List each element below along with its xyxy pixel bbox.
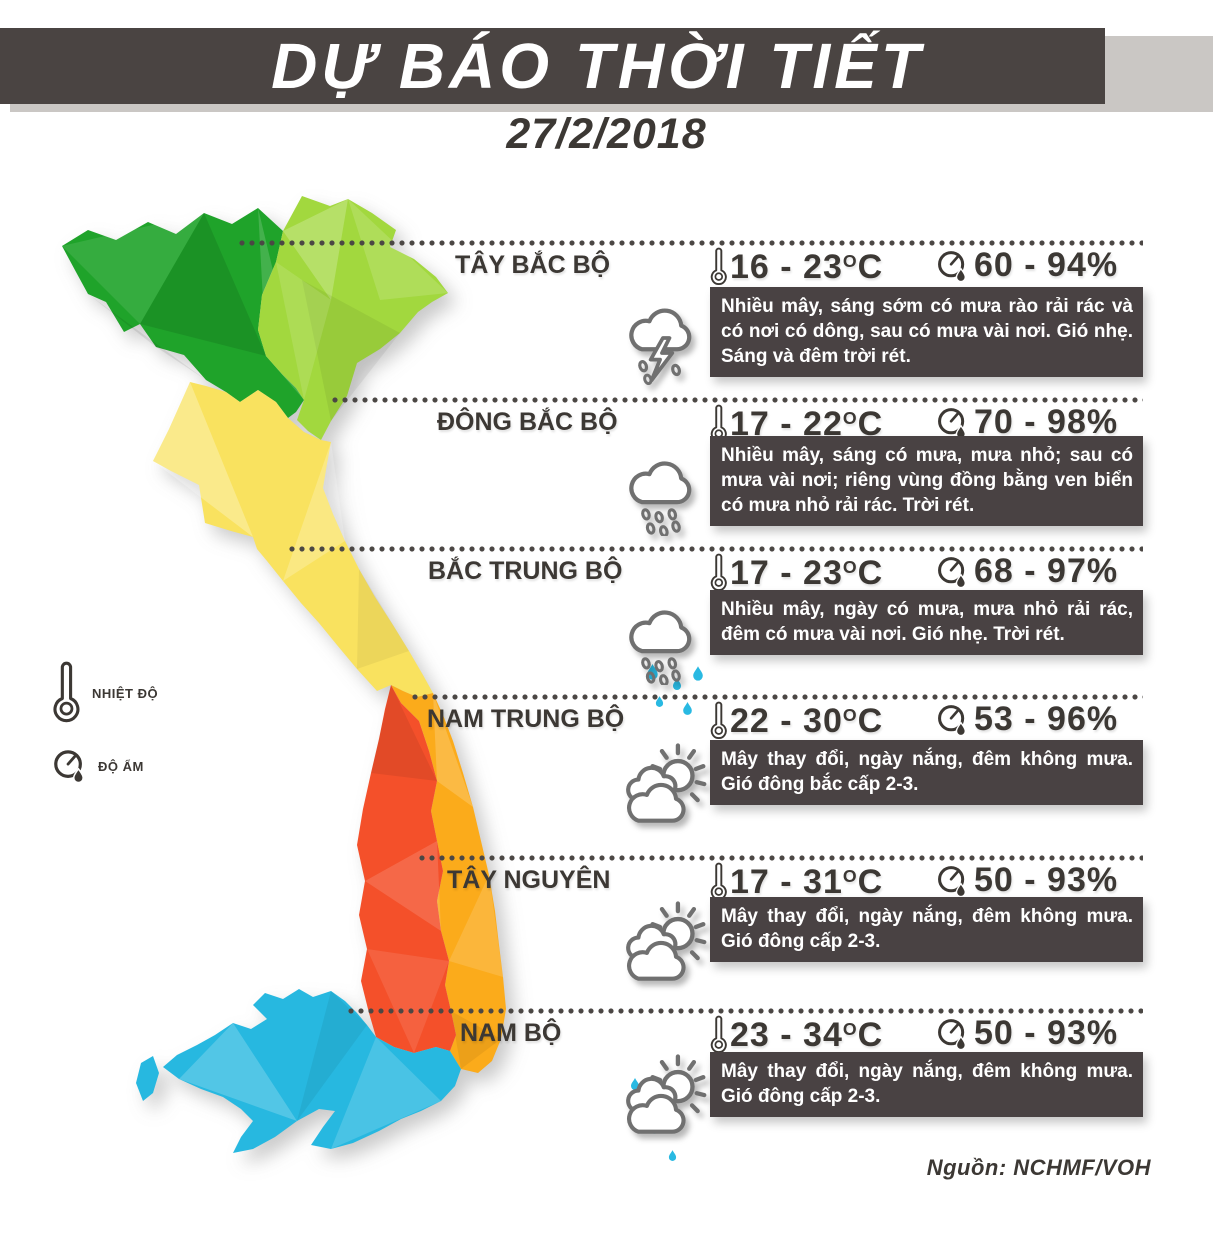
leader-dotted-line — [330, 397, 1143, 403]
region-name: ĐÔNG BẮC BỘ — [437, 408, 618, 436]
temperature-stat: 16 - 23OC — [710, 246, 883, 288]
rain-icon — [614, 439, 708, 539]
page-title: DỰ BÁO THỜI TIẾT — [271, 30, 924, 102]
humidity-gauge-icon — [936, 864, 968, 898]
forecast-description: Mây thay đổi, ngày nắng, đêm không mưa. … — [710, 897, 1143, 963]
partly-sunny-icon — [614, 1046, 708, 1146]
thermometer-icon — [710, 1014, 727, 1056]
humidity-value: 68 - 97% — [974, 552, 1119, 590]
forecast-row-tay-bac-bo: TÂY BẮC BỘ 16 - 23OC 60 - 94% Nhiều mây,… — [0, 240, 1213, 390]
thermometer-icon — [710, 700, 727, 742]
legend: NHIỆT ĐỘ ĐỘ ẨM — [52, 660, 252, 806]
rain-icon — [614, 588, 708, 688]
forecast-row-nam-bo: NAM BỘ 23 - 34OC 50 - 93% Mây thay đổi, … — [0, 1008, 1213, 1158]
legend-temperature-label: NHIỆT ĐỘ — [92, 685, 159, 701]
forecast-description: Nhiều mây, ngày có mưa, mưa nhỏ rải rác,… — [710, 590, 1143, 656]
leader-dotted-line — [410, 694, 1143, 700]
leader-dotted-line — [287, 546, 1143, 552]
thermometer-icon — [710, 246, 727, 288]
humidity-value: 53 - 96% — [974, 700, 1119, 738]
humidity-value: 70 - 98% — [974, 403, 1119, 441]
humidity-value: 60 - 94% — [974, 246, 1119, 284]
temperature-value: 16 - 23OC — [730, 247, 884, 286]
temperature-value: 22 - 30OC — [730, 701, 884, 740]
forecast-row-bac-trung-bo: BẮC TRUNG BỘ 17 - 23OC 68 - 97% Nhiều mâ… — [0, 546, 1213, 696]
title-banner: DỰ BÁO THỜI TIẾT — [0, 28, 1105, 104]
forecast-description: Nhiều mây, sáng có mưa, mưa nhỏ; sau có … — [710, 436, 1143, 527]
region-stats: 17 - 23OC 68 - 97% — [710, 552, 1155, 594]
region-stats: 22 - 30OC 53 - 96% — [710, 700, 1155, 742]
source-credit: Nguồn: NCHMF/VOH — [926, 1155, 1151, 1180]
humidity-gauge-icon — [936, 1017, 968, 1051]
temperature-stat: 17 - 31OC — [710, 861, 883, 903]
region-name: TÂY BẮC BỘ — [455, 251, 611, 279]
forecast-row-nam-trung-bo: NAM TRUNG BỘ 22 - 30OC 53 - 96% Mây thay… — [0, 694, 1213, 844]
map-region-nam-bo — [136, 989, 461, 1153]
leader-dotted-line — [237, 240, 1143, 246]
forecast-row-tay-nguyen: TÂY NGUYÊN 17 - 31OC 50 - 93% Mây thay đ… — [0, 855, 1213, 1005]
forecast-description: Mây thay đổi, ngày nắng, đêm không mưa. … — [710, 740, 1143, 806]
humidity-gauge-icon — [936, 555, 968, 589]
region-name: BẮC TRUNG BỘ — [428, 557, 623, 585]
forecast-row-dong-bac-bo: ĐÔNG BẮC BỘ 17 - 22OC 70 - 98% Nhiều mây… — [0, 397, 1213, 547]
temperature-stat: 23 - 34OC — [710, 1014, 883, 1056]
humidity-stat: 50 - 93% — [936, 1014, 1118, 1053]
humidity-gauge-icon — [936, 406, 968, 440]
humidity-gauge-icon — [936, 249, 968, 283]
temperature-stat: 22 - 30OC — [710, 700, 883, 742]
humidity-value: 50 - 93% — [974, 1014, 1119, 1052]
region-name: NAM BỘ — [460, 1019, 562, 1047]
leader-dotted-line — [346, 1008, 1143, 1014]
humidity-stat: 60 - 94% — [936, 246, 1118, 285]
region-stats: 16 - 23OC 60 - 94% — [710, 246, 1155, 288]
leader-dotted-line — [417, 855, 1143, 861]
map-region-dong-bac-bo — [258, 196, 448, 440]
forecast-date: 27/2/2018 — [506, 110, 707, 158]
thunderstorm-icon — [614, 288, 708, 388]
temperature-value: 17 - 23OC — [730, 553, 884, 592]
partly-sunny-icon — [614, 735, 708, 835]
temperature-value: 17 - 31OC — [730, 862, 884, 901]
legend-humidity-label: ĐỘ ẨM — [98, 758, 144, 774]
humidity-gauge-icon — [936, 703, 968, 737]
thermometer-icon — [710, 552, 727, 594]
humidity-stat: 53 - 96% — [936, 700, 1118, 739]
region-stats: 17 - 31OC 50 - 93% — [710, 861, 1155, 903]
humidity-stat: 70 - 98% — [936, 403, 1118, 442]
map-island — [136, 1056, 159, 1101]
region-stats: 23 - 34OC 50 - 93% — [710, 1014, 1155, 1056]
humidity-stat: 68 - 97% — [936, 552, 1118, 591]
region-name: TÂY NGUYÊN — [447, 866, 611, 894]
humidity-value: 50 - 93% — [974, 861, 1119, 899]
temperature-stat: 17 - 23OC — [710, 552, 883, 594]
forecast-description: Nhiều mây, sáng sớm có mưa rào rải rác v… — [710, 287, 1143, 378]
partly-sunny-icon — [614, 893, 708, 993]
map-region-nam-trung-bo — [391, 685, 506, 1073]
map-region-tay-nguyen — [357, 685, 456, 1053]
humidity-stat: 50 - 93% — [936, 861, 1118, 900]
legend-temperature: NHIỆT ĐỘ — [52, 660, 252, 726]
region-name: NAM TRUNG BỘ — [427, 705, 625, 733]
temperature-value: 23 - 34OC — [730, 1015, 884, 1054]
legend-humidity: ĐỘ ẨM — [52, 748, 252, 784]
forecast-description: Mây thay đổi, ngày nắng, đêm không mưa. … — [710, 1052, 1143, 1118]
